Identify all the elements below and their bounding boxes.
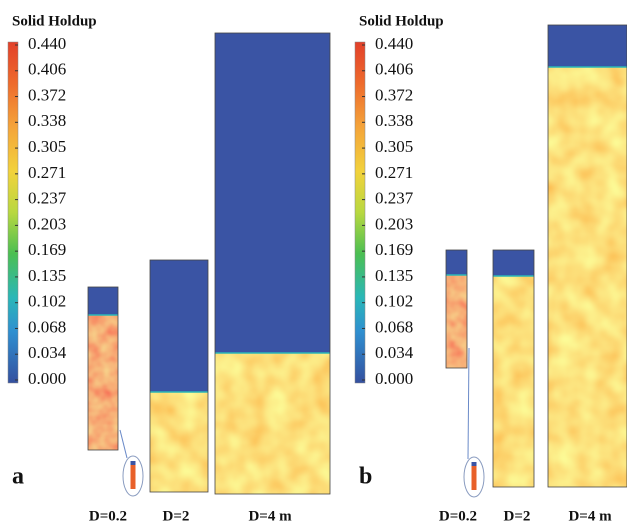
legend-title: Solid Holdup: [359, 13, 444, 29]
colorbar-label: 0.102: [375, 292, 413, 311]
colorbar-label: 0.034: [28, 343, 67, 362]
panel-letter: b: [359, 464, 372, 490]
freeboard: [446, 250, 467, 275]
inset-bed: [130, 465, 136, 489]
freeboard: [493, 250, 534, 276]
colorbar-label: 0.271: [375, 163, 413, 182]
colorbar-label: 0.237: [375, 189, 414, 208]
column-outline: [214, 32, 331, 495]
freeboard: [215, 33, 330, 353]
colorbar-label: 0.338: [375, 111, 413, 130]
colorbar-label: 0.305: [375, 137, 413, 156]
column-outline: [87, 286, 119, 451]
colorbar-label: 0.068: [28, 317, 66, 336]
column-outline: [149, 259, 209, 493]
inset-ellipse: [463, 456, 485, 498]
column-label: D=0.2: [439, 508, 477, 524]
bed-region: [446, 275, 467, 368]
inset-bed: [471, 466, 477, 490]
inset-pointer: [467, 347, 470, 460]
colorbar-label: 0.169: [375, 240, 413, 259]
colorbar-label: 0.406: [28, 60, 66, 79]
colorbar-label: 0.034: [375, 343, 414, 362]
panel-letter: a: [12, 464, 24, 490]
column-label: D=2: [504, 508, 531, 524]
inset-column: [471, 462, 477, 466]
panel: Solid Holdup 0.440 0.406 0.372 0.338 0.305 0.2…: [7, 13, 331, 524]
column-label: D=2: [163, 508, 190, 524]
colorbar-label: 0.440: [375, 34, 413, 53]
freeboard: [548, 25, 627, 67]
colorbar-label: 0.372: [375, 85, 413, 104]
colorbar-label: 0.406: [375, 60, 413, 79]
legend-title: Solid Holdup: [12, 13, 97, 29]
column-label: D=0.2: [89, 508, 127, 524]
colorbar-label: 0.338: [28, 111, 66, 130]
inset-pointer: [119, 429, 128, 459]
colorbar-label: 0.203: [375, 214, 413, 233]
colorbar-label: 0.000: [28, 369, 66, 388]
bed-region: [493, 276, 534, 487]
column-label: D=4 m: [248, 508, 292, 524]
column-label: D=4 m: [568, 508, 612, 524]
column-outline: [492, 249, 535, 488]
colorbar-label: 0.305: [28, 137, 66, 156]
colorbar-label: 0.102: [28, 292, 66, 311]
bed-region: [215, 353, 330, 494]
colorbar: [7, 41, 19, 384]
colorbar-label: 0.135: [375, 266, 413, 285]
inset-ellipse: [122, 455, 144, 497]
column-outline: [547, 24, 627, 488]
colorbar-label: 0.440: [28, 34, 66, 53]
colorbar-label: 0.237: [28, 189, 67, 208]
inset-column: [130, 461, 136, 465]
bed-region: [548, 67, 627, 487]
colorbar-label: 0.271: [28, 163, 66, 182]
colorbar-label: 0.169: [28, 240, 66, 259]
colorbar-label: 0.135: [28, 266, 66, 285]
colorbar-label: 0.203: [28, 214, 66, 233]
colorbar-label: 0.372: [28, 85, 66, 104]
freeboard: [88, 287, 118, 315]
colorbar-label: 0.000: [375, 369, 413, 388]
panel: Solid Holdup 0.440 0.406 0.372 0.338 0.305 0.2…: [354, 13, 627, 524]
column-outline: [445, 249, 468, 369]
colorbar: [354, 41, 366, 384]
freeboard: [150, 260, 208, 392]
bed-region: [150, 392, 208, 492]
bed-region: [88, 315, 118, 450]
colorbar-label: 0.068: [375, 317, 413, 336]
